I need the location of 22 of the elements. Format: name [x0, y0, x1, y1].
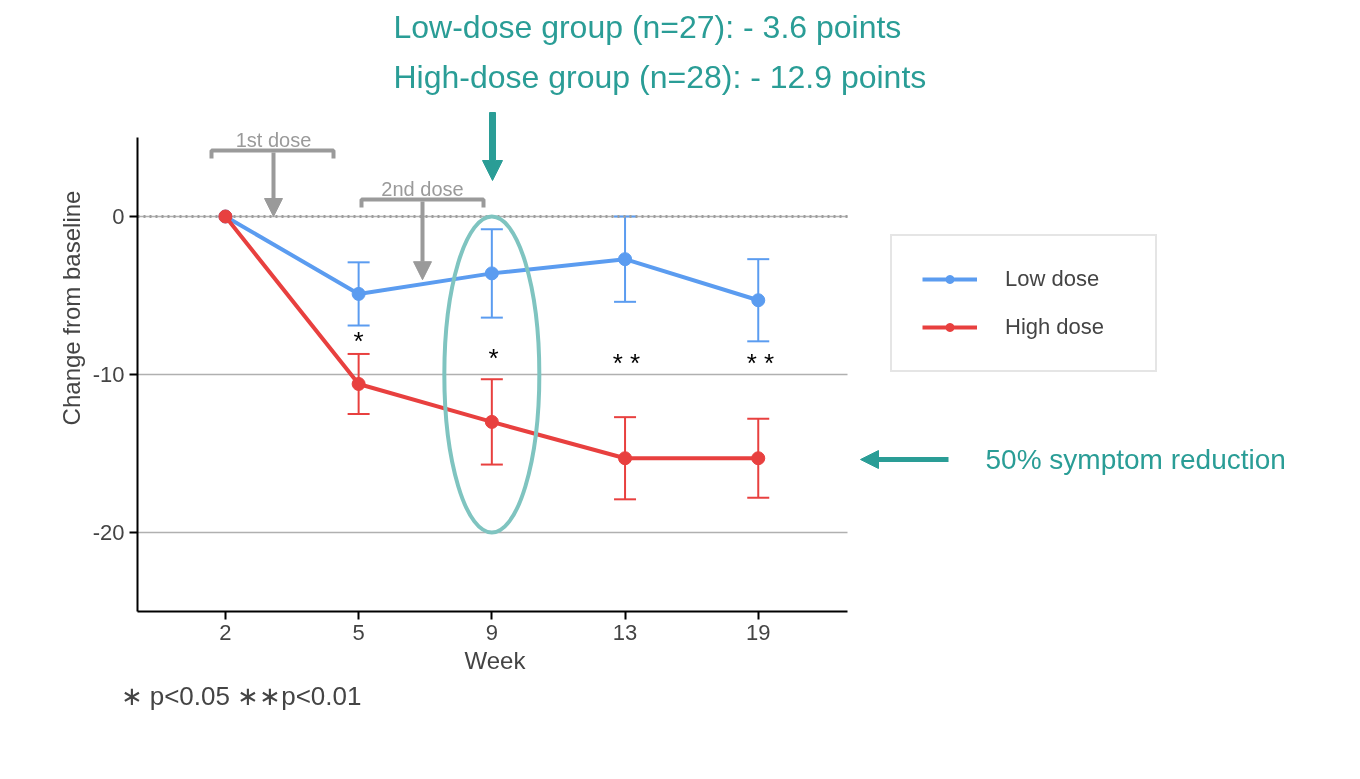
y-axis-title: Change from baseline: [57, 190, 85, 426]
annotation: 1st dose: [235, 128, 312, 151]
text: High-dose group (n=28): - 12.9 points: [393, 58, 927, 95]
text: ∗ p<0.05 ∗∗p<0.01: [120, 680, 362, 711]
y-tick-label: -10: [92, 362, 125, 387]
annotation: *: [488, 342, 499, 373]
annotation: * *: [746, 347, 775, 378]
annotation: 2nd dose: [381, 177, 464, 200]
x-tick-label: 2: [219, 619, 232, 645]
x-axis-title: Week: [464, 646, 527, 674]
x-tick-label: 9: [485, 619, 498, 645]
annotation: * *: [612, 347, 641, 378]
y-tick-label: -20: [92, 520, 125, 545]
annotation: *: [353, 325, 364, 356]
x-tick-label: 19: [746, 619, 771, 645]
text: Low-dose group (n=27): - 3.6 points: [393, 8, 902, 45]
legend-label: Low dose: [1005, 266, 1101, 292]
text: 50% symptom reduction: [985, 444, 1286, 475]
legend-label: High dose: [1005, 314, 1106, 340]
x-tick-label: 13: [612, 619, 638, 645]
x-tick-label: 5: [352, 619, 365, 645]
y-tick-label: 0: [112, 204, 125, 229]
